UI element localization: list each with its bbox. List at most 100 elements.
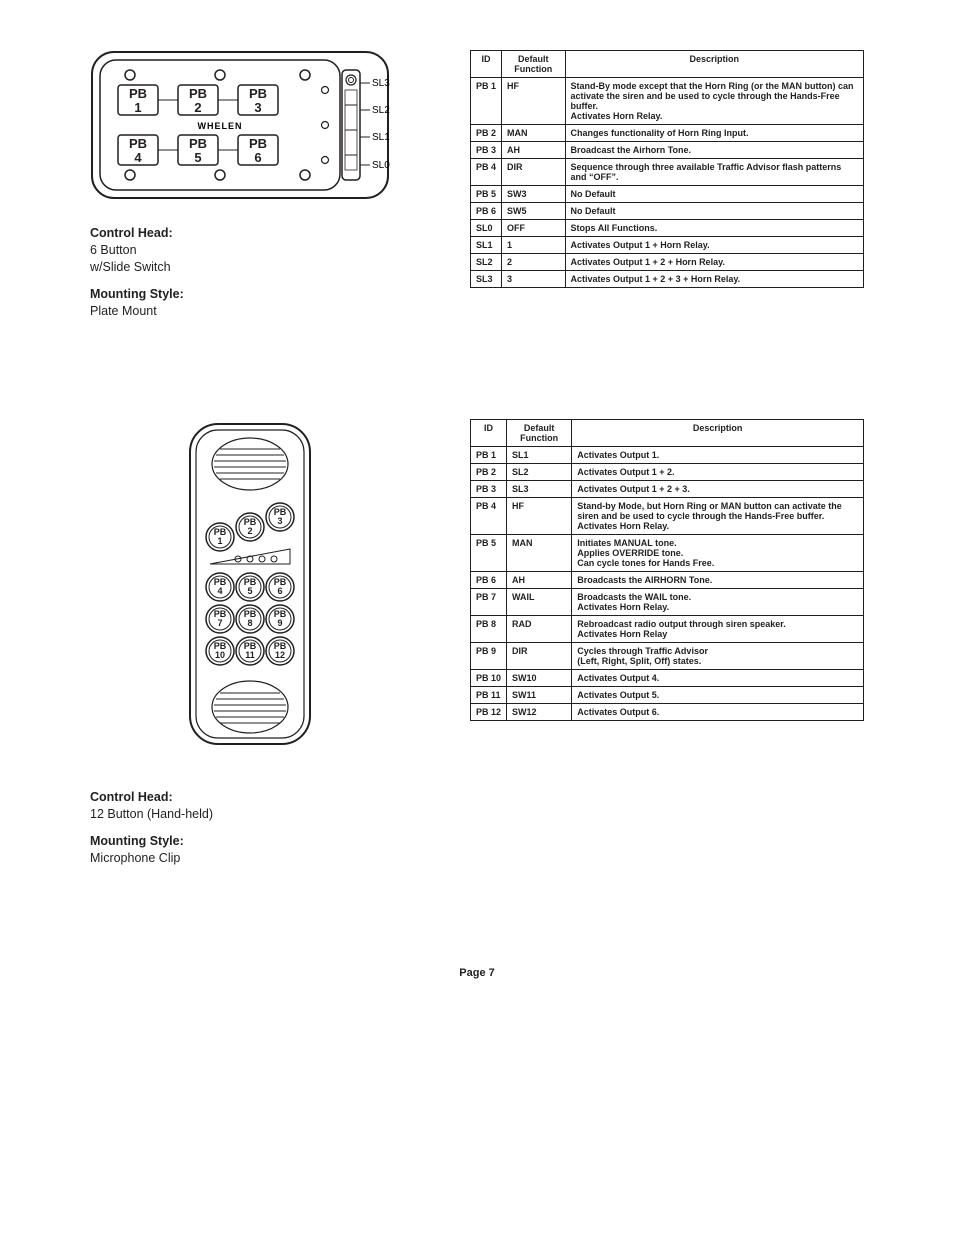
cell-default: SL2	[507, 464, 572, 481]
table-row: PB 5MANInitiates MANUAL tone.Applies OVE…	[471, 535, 864, 572]
table-row: PB 12SW12Activates Output 6.	[471, 704, 864, 721]
cell-default: DIR	[507, 643, 572, 670]
left-column-2: PB 1 PB 2 PB 3	[90, 419, 410, 867]
page-number: Page 7	[90, 967, 864, 979]
control-head-value-2: 12 Button (Hand-held)	[90, 806, 410, 823]
cell-description: Cycles through Traffic Advisor(Left, Rig…	[572, 643, 864, 670]
cell-description: No Default	[565, 186, 863, 203]
cell-default: AH	[502, 142, 566, 159]
hpb3-b: 3	[277, 516, 282, 526]
cell-description: Initiates MANUAL tone.Applies OVERRIDE t…	[572, 535, 864, 572]
table-row: PB 10SW10Activates Output 4.	[471, 670, 864, 687]
section-6button: PB 1 PB 2 PB 3 PB 4 PB 5	[90, 50, 864, 319]
cell-description: Changes functionality of Horn Ring Input…	[565, 125, 863, 142]
cell-id: PB 7	[471, 589, 507, 616]
spec-mounting-1: Mounting Style: Plate Mount	[90, 286, 410, 320]
right-column-1: ID Default Function Description PB 1HFSt…	[470, 50, 864, 288]
cell-id: PB 8	[471, 616, 507, 643]
control-head-value-1a: 6 Button	[90, 242, 410, 259]
cell-description: Activates Output 1 + 2.	[572, 464, 864, 481]
cell-default: HF	[502, 78, 566, 125]
pb2-l1: PB	[189, 86, 207, 101]
pb6-l2: 6	[254, 150, 261, 165]
mounting-label-1: Mounting Style:	[90, 287, 184, 301]
cell-id: PB 5	[471, 186, 502, 203]
hpb6b: 6	[277, 586, 282, 596]
cell-default: OFF	[502, 220, 566, 237]
th-def-1: Default Function	[502, 51, 566, 78]
function-table-2: ID Default Function Description PB 1SL1A…	[470, 419, 864, 721]
cell-default: MAN	[507, 535, 572, 572]
hpb9b: 9	[277, 618, 282, 628]
cell-description: Activates Output 5.	[572, 687, 864, 704]
sl2-label: SL2	[372, 105, 390, 116]
cell-id: PB 12	[471, 704, 507, 721]
cell-description: Activates Output 1 + 2 + 3 + Horn Relay.	[565, 271, 863, 288]
table-row: SL11Activates Output 1 + Horn Relay.	[471, 237, 864, 254]
diagram-6button-panel: PB 1 PB 2 PB 3 PB 4 PB 5	[90, 50, 410, 205]
cell-id: PB 6	[471, 572, 507, 589]
cell-default: 1	[502, 237, 566, 254]
table-row: PB 1HFStand-By mode except that the Horn…	[471, 78, 864, 125]
table-row: PB 5SW3No Default	[471, 186, 864, 203]
pb6-l1: PB	[249, 136, 267, 151]
cell-default: SW11	[507, 687, 572, 704]
table-row: PB 8RADRebroadcast radio output through …	[471, 616, 864, 643]
cell-default: SW3	[502, 186, 566, 203]
pb3-l1: PB	[249, 86, 267, 101]
tbody-2: PB 1SL1Activates Output 1.PB 2SL2Activat…	[471, 447, 864, 721]
cell-default: 2	[502, 254, 566, 271]
cell-description: Sequence through three available Traffic…	[565, 159, 863, 186]
sl1-label: SL1	[372, 132, 390, 143]
mounting-label-2: Mounting Style:	[90, 834, 184, 848]
th-def-2: Default Function	[507, 420, 572, 447]
cell-id: PB 2	[471, 125, 502, 142]
table-row: PB 6AHBroadcasts the AIRHORN Tone.	[471, 572, 864, 589]
page: PB 1 PB 2 PB 3 PB 4 PB 5	[0, 0, 954, 1019]
cell-id: PB 11	[471, 687, 507, 704]
cell-id: PB 4	[471, 159, 502, 186]
diagram-handheld: PB 1 PB 2 PB 3	[90, 419, 410, 769]
hpb2-b: 2	[247, 526, 252, 536]
control-head-label-2: Control Head:	[90, 790, 173, 804]
cell-id: PB 10	[471, 670, 507, 687]
table-row: PB 2SL2Activates Output 1 + 2.	[471, 464, 864, 481]
table-row: PB 4HFStand-by Mode, but Horn Ring or MA…	[471, 498, 864, 535]
hpb10b: 10	[215, 650, 225, 660]
table-row: SL33Activates Output 1 + 2 + 3 + Horn Re…	[471, 271, 864, 288]
pb3-l2: 3	[254, 100, 261, 115]
table-row: PB 9DIRCycles through Traffic Advisor(Le…	[471, 643, 864, 670]
cell-description: Stops All Functions.	[565, 220, 863, 237]
cell-id: PB 1	[471, 447, 507, 464]
table-row: PB 4DIRSequence through three available …	[471, 159, 864, 186]
mounting-value-2: Microphone Clip	[90, 850, 410, 867]
pb5-l1: PB	[189, 136, 207, 151]
hpb5b: 5	[247, 586, 252, 596]
cell-default: SL1	[507, 447, 572, 464]
cell-default: RAD	[507, 616, 572, 643]
cell-description: Activates Output 1 + Horn Relay.	[565, 237, 863, 254]
cell-description: Activates Output 6.	[572, 704, 864, 721]
cell-description: Broadcasts the AIRHORN Tone.	[572, 572, 864, 589]
brand-label: WHELEN	[198, 121, 243, 131]
pb2-l2: 2	[194, 100, 201, 115]
cell-id: PB 4	[471, 498, 507, 535]
cell-description: Stand-by Mode, but Horn Ring or MAN butt…	[572, 498, 864, 535]
cell-id: SL3	[471, 271, 502, 288]
cell-default: 3	[502, 271, 566, 288]
cell-id: PB 3	[471, 142, 502, 159]
cell-description: Activates Output 1 + 2 + Horn Relay.	[565, 254, 863, 271]
table-row: SL0OFFStops All Functions.	[471, 220, 864, 237]
cell-default: SW10	[507, 670, 572, 687]
table-row: PB 7WAILBroadcasts the WAIL tone.Activat…	[471, 589, 864, 616]
cell-default: HF	[507, 498, 572, 535]
hpb12b: 12	[275, 650, 285, 660]
cell-description: Stand-By mode except that the Horn Ring …	[565, 78, 863, 125]
spec-control-head-1: Control Head: 6 Button w/Slide Switch	[90, 225, 410, 276]
spec-control-head-2: Control Head: 12 Button (Hand-held)	[90, 789, 410, 823]
sl0-label: SL0	[372, 160, 390, 171]
table-row: PB 6SW5No Default	[471, 203, 864, 220]
th-desc-1: Description	[565, 51, 863, 78]
pb1-l2: 1	[134, 100, 141, 115]
control-head-label-1: Control Head:	[90, 226, 173, 240]
